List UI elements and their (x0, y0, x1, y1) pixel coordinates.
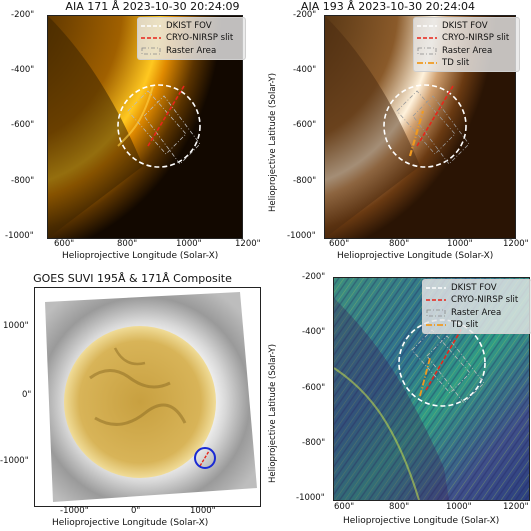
y-tick: -1000" (296, 493, 325, 503)
x-tick: -1000" (60, 506, 89, 516)
y-tick: -800" (293, 176, 317, 186)
suvi-svg (35, 288, 260, 506)
panel-suvi: GOES SUVI 195Å & 171Å Composite (0, 265, 265, 531)
y-axis-label: Helioprojective Latitude (Solar-Y) (268, 343, 278, 483)
x-tick: 600" (329, 239, 350, 249)
x-tick: 800" (117, 239, 138, 249)
dkist-fov-circle (117, 84, 201, 168)
panel-processed: DKIST FOV CRYO-NIRSP slit Raster Area TD… (265, 265, 531, 531)
y-tick: -600" (302, 383, 326, 393)
x-tick: 0" (131, 506, 141, 516)
y-tick: 0" (22, 390, 32, 400)
x-axis-label: Helioprojective Longitude (Solar-X) (52, 518, 209, 528)
y-tick: -200" (11, 10, 35, 20)
x-tick: 1200" (503, 502, 529, 512)
legend: DKIST FOV CRYO-NIRSP slit Raster Area TD… (413, 17, 520, 73)
x-tick: 1000" (446, 502, 472, 512)
x-tick: 1000" (176, 239, 202, 249)
y-tick: -800" (302, 438, 326, 448)
x-tick: 1000" (447, 239, 473, 249)
legend: DKIST FOV CRYO-NIRSP slit Raster Area (137, 17, 246, 60)
x-axis-label: Helioprojective Longitude (Solar-X) (343, 516, 500, 526)
x-axis-label: Helioprojective Longitude (Solar-X) (62, 251, 219, 261)
y-tick: 1000" (3, 321, 29, 331)
panel-title: AIA 193 Å 2023-10-30 20:24:04 (300, 0, 476, 13)
x-tick: 800" (389, 239, 410, 249)
x-tick: 1000" (190, 506, 216, 516)
panel-aia171: AIA 171 Å 2023-10-30 20:24:09 (0, 0, 265, 265)
y-tick: -400" (11, 65, 35, 75)
dkist-target-circle (194, 447, 216, 469)
y-tick: -1000" (0, 456, 29, 466)
x-tick: 800" (389, 502, 410, 512)
x-axis-label: Helioprojective Longitude (Solar-X) (337, 251, 494, 261)
td-slit (408, 110, 425, 157)
x-tick: 600" (334, 502, 355, 512)
y-tick: -800" (11, 176, 35, 186)
y-tick: -400" (293, 65, 317, 75)
y-tick: -1000" (5, 231, 34, 241)
y-tick: -400" (302, 327, 326, 337)
panel-title: GOES SUVI 195Å & 171Å Composite (33, 272, 232, 285)
legend: DKIST FOV CRYO-NIRSP slit Raster Area TD… (422, 279, 531, 335)
y-tick: -1000" (287, 231, 316, 241)
y-tick: -200" (293, 10, 317, 20)
x-tick: 600" (54, 239, 75, 249)
panel-title: AIA 171 Å 2023-10-30 20:24:09 (65, 0, 240, 13)
y-tick: -600" (11, 120, 35, 130)
suvi-image (34, 287, 261, 507)
y-axis-label: Helioprojective Latitude (Solar-Y) (268, 72, 278, 212)
x-tick: 1200" (235, 239, 261, 249)
panel-aia193: AIA 193 Å 2023-10-30 20:24:04 (265, 0, 531, 265)
x-tick: 1200" (503, 239, 529, 249)
y-tick: -600" (293, 120, 317, 130)
y-tick: -200" (302, 272, 326, 282)
dkist-fov-circle (383, 84, 467, 168)
